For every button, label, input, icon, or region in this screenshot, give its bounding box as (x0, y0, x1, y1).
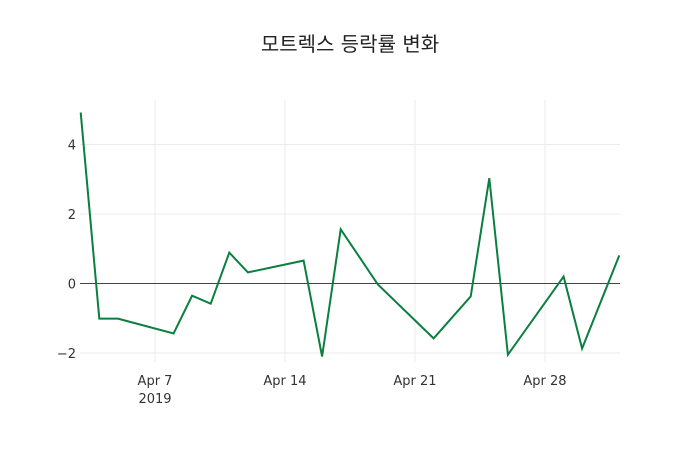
y-tick-label: 4 (68, 139, 76, 154)
gridlines (80, 100, 620, 362)
x-axis-ticks: Apr 7 2019 Apr 14 Apr 21 Apr 28 (138, 374, 567, 407)
x-tick-label: Apr 21 (393, 374, 436, 389)
y-tick-label: −2 (57, 347, 76, 362)
y-axis-ticks: −2 0 2 4 (57, 139, 76, 363)
x-tick-label: Apr 14 (263, 374, 306, 389)
x-tick-year-label: 2019 (138, 392, 171, 407)
x-tick-label: Apr 28 (523, 374, 566, 389)
y-tick-label: 2 (68, 208, 76, 223)
series-line (79, 112, 621, 358)
chart-title: 모트렉스 등락률 변화 (260, 32, 440, 56)
x-tick-label: Apr 7 (138, 374, 173, 389)
y-tick-label: 0 (68, 278, 76, 293)
